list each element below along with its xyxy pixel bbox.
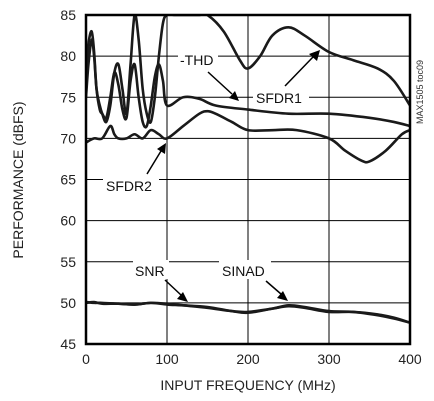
series-label-thd: -THD	[178, 48, 239, 101]
series-line-sinad	[86, 300, 410, 324]
label-sfdr2: SFDR2	[106, 178, 152, 194]
x-tick-label: 300	[317, 351, 341, 367]
series-label-sfdr2: SFDR2	[103, 143, 166, 194]
leader-thd	[207, 71, 233, 95]
arrowhead-sfdr2	[157, 143, 166, 154]
y-tick-label: 85	[60, 7, 76, 23]
x-tick-label: 0	[82, 351, 90, 367]
leader-sfdr2	[146, 150, 162, 175]
series-curves	[86, 15, 410, 324]
series-label-sfdr1: SFDR1	[253, 50, 320, 106]
arrowhead-sinad	[277, 291, 288, 301]
arrowhead-sfdr1	[309, 50, 320, 61]
y-tick-label: 45	[60, 336, 76, 352]
y-tick-label: 80	[60, 48, 76, 64]
arrowhead-thd	[229, 91, 239, 101]
label-snr: SNR	[135, 263, 165, 279]
leader-sinad	[265, 280, 282, 295]
y-tick-label: 65	[60, 172, 76, 188]
leader-sfdr1	[284, 56, 314, 87]
y-tick-label: 75	[60, 89, 76, 105]
label-thd: -THD	[180, 52, 213, 68]
series-line-sfdr2	[86, 109, 410, 164]
x-tick-label: 100	[155, 351, 179, 367]
y-tick-label: 50	[60, 295, 76, 311]
arrowhead-snr	[177, 292, 188, 302]
x-tick-label: 200	[236, 351, 260, 367]
y-tick-label: 60	[60, 213, 76, 229]
series-line-thd	[86, 30, 410, 129]
label-sinad: SINAD	[222, 263, 265, 279]
leader-snr	[164, 279, 182, 296]
y-axis-label: PERFORMANCE (dBFS)	[10, 101, 26, 258]
label-sfdr1: SFDR1	[256, 90, 302, 106]
tick-labels: 0 100 200 300 400 45 50 55 60 65 70 75 80 85	[60, 7, 421, 367]
x-tick-label: 400	[398, 351, 422, 367]
series-label-sinad: SINAD	[219, 260, 288, 301]
part-number-label: MAX1505 toc09	[415, 60, 425, 124]
y-tick-label: 55	[60, 254, 76, 270]
y-tick-label: 70	[60, 130, 76, 146]
series-label-snr: SNR	[133, 260, 188, 302]
plot-frame	[84, 13, 412, 346]
x-axis-label: INPUT FREQUENCY (MHz)	[160, 377, 335, 393]
